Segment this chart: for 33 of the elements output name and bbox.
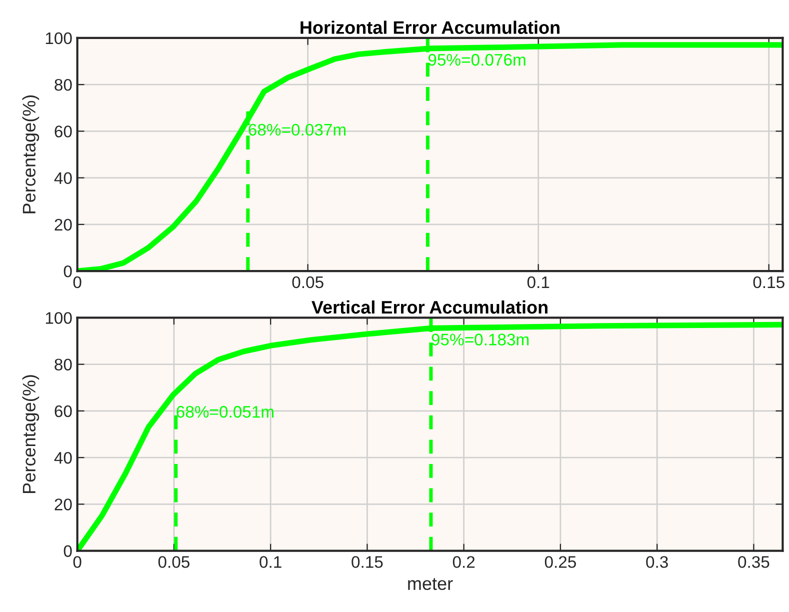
y-tick-label: 40 — [54, 452, 72, 464]
x-tick-label: 0.05 — [292, 276, 324, 288]
y-tick-label: 0 — [64, 265, 72, 278]
x-tick-label: 0.05 — [158, 556, 190, 568]
y-tick-label: 100 — [46, 32, 72, 44]
chart-title: Horizontal Error Accumulation — [300, 20, 560, 34]
x-tick-label: 0.2 — [452, 556, 475, 568]
x-tick-label: 0.35 — [738, 556, 770, 568]
annotation: 95%=0.076m — [428, 54, 526, 66]
y-tick-label: 80 — [54, 78, 72, 91]
annotation: 95%=0.183m — [432, 334, 529, 346]
x-tick-label: 0 — [73, 276, 82, 288]
y-axis-title: Percentage(%) — [22, 375, 40, 493]
y-tick-label: 100 — [46, 312, 72, 324]
x-tick-label: 0.1 — [260, 556, 282, 568]
x-tick-label: 0.15 — [352, 556, 383, 568]
x-tick-label: 0.1 — [527, 276, 550, 288]
y-axis-title: Percentage(%) — [22, 95, 40, 214]
chart-title: Vertical Error Accumulation — [312, 300, 548, 314]
x-tick-label: 0.25 — [544, 556, 576, 568]
y-tick-label: 20 — [54, 218, 72, 231]
y-tick-label: 20 — [54, 498, 72, 510]
annotation: 68%=0.051m — [176, 406, 274, 418]
x-tick-label: 0.15 — [753, 276, 784, 288]
y-tick-label: 60 — [54, 126, 72, 138]
y-tick-label: 0 — [64, 545, 72, 558]
y-tick-label: 60 — [54, 405, 72, 418]
x-tick-label: 0.3 — [646, 556, 668, 568]
x-axis-title: meter — [408, 578, 453, 590]
y-tick-label: 80 — [54, 358, 72, 371]
annotation: 68%=0.037m — [248, 124, 346, 136]
y-tick-label: 40 — [54, 172, 72, 184]
x-tick-label: 0 — [73, 556, 82, 568]
